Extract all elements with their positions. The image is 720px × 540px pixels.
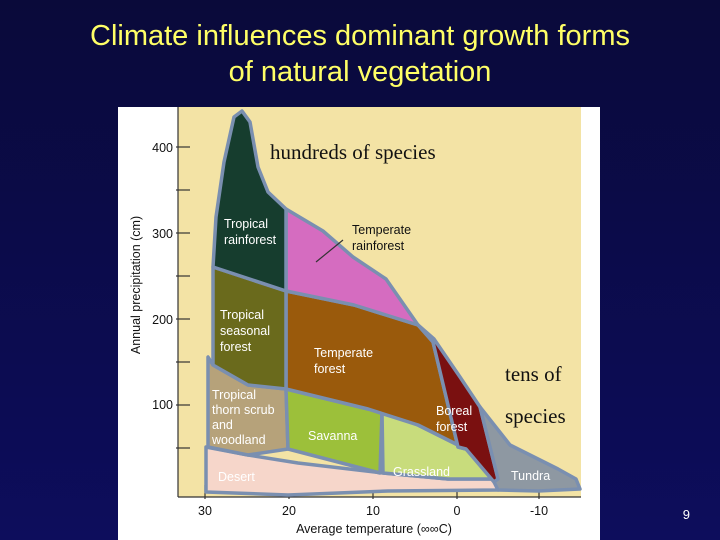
biome-diagram-svg: Tropical rainforest Temperate rainforest… (129, 107, 582, 536)
title-line-1: Climate influences dominant growth forms (90, 20, 630, 52)
label-temperate-rainforest: Temperate (352, 223, 411, 237)
biome-diagram-figure: Tropical rainforest Temperate rainforest… (118, 107, 600, 540)
biome-labels: Tropical rainforest Temperate rainforest… (211, 217, 550, 484)
slide-title: Climate influences dominant growth forms… (0, 18, 720, 90)
label-savanna: Savanna (308, 429, 357, 443)
page-number: 9 (682, 507, 690, 522)
y-tick-label: 200 (152, 313, 173, 327)
pointer-line (315, 239, 344, 263)
label-tropical-seasonal-forest-3: forest (220, 340, 252, 354)
label-boreal-forest-2: forest (436, 420, 468, 434)
label-temperate-rainforest-2: rainforest (352, 239, 405, 253)
y-tick-label: 100 (152, 398, 173, 412)
x-tick-label: 10 (366, 504, 380, 518)
y-tick-label: 400 (152, 141, 173, 155)
x-tick-label: 0 (454, 504, 461, 518)
y-tick-label: 300 (152, 227, 173, 241)
label-tropical-rainforest: Tropical (224, 217, 268, 231)
region-temperate-rainforest (284, 207, 420, 327)
label-temperate-forest-2: forest (314, 362, 346, 376)
label-grassland: Grassland (393, 465, 450, 479)
note-species: species (505, 404, 566, 428)
x-tick-label: -10 (530, 504, 548, 518)
label-tundra: Tundra (511, 469, 550, 483)
label-temperate-forest: Temperate (314, 346, 373, 360)
label-desert: Desert (218, 470, 255, 484)
note-hundreds-of-species: hundreds of species (270, 140, 436, 164)
y-axis-title: Annual precipitation (cm) (129, 216, 143, 354)
region-tundra (478, 405, 582, 493)
x-tick-label: 30 (198, 504, 212, 518)
title-line-2: of natural vegetation (228, 56, 492, 88)
label-tropical-thorn-scrub-4: woodland (211, 433, 266, 447)
label-boreal-forest: Boreal (436, 404, 472, 418)
y-ticks (176, 146, 190, 449)
label-tropical-thorn-scrub: Tropical (212, 388, 256, 402)
label-tropical-seasonal-forest: Tropical (220, 308, 264, 322)
note-tens-of: tens of (505, 362, 562, 386)
label-tropical-rainforest-2: rainforest (224, 233, 277, 247)
label-tropical-seasonal-forest-2: seasonal (220, 324, 270, 338)
region-tropical-rainforest (211, 109, 288, 293)
x-axis-title: Average temperature (∞∞C) (296, 522, 452, 536)
x-tick-label: 20 (282, 504, 296, 518)
label-tropical-thorn-scrub-3: and (212, 418, 233, 432)
y-tick-labels: 100 200 300 400 (152, 141, 173, 412)
label-tropical-thorn-scrub-2: thorn scrub (212, 403, 275, 417)
x-tick-labels: 30 20 10 0 -10 (198, 504, 548, 518)
